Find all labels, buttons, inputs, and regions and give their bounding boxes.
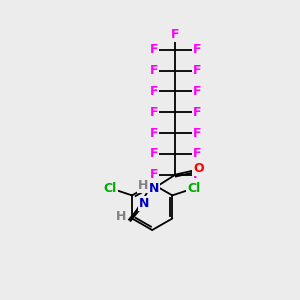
Text: F: F xyxy=(193,106,201,119)
Text: F: F xyxy=(171,28,180,41)
Text: F: F xyxy=(193,44,201,56)
Text: Cl: Cl xyxy=(188,182,201,195)
Text: F: F xyxy=(149,106,158,119)
Text: N: N xyxy=(139,197,150,210)
Text: F: F xyxy=(193,147,201,160)
Text: F: F xyxy=(149,168,158,181)
Text: N: N xyxy=(148,182,159,195)
Text: F: F xyxy=(149,85,158,98)
Text: F: F xyxy=(149,127,158,140)
Text: F: F xyxy=(193,64,201,77)
Text: F: F xyxy=(149,44,158,56)
Text: F: F xyxy=(149,64,158,77)
Text: O: O xyxy=(194,162,204,175)
Text: H: H xyxy=(138,179,148,192)
Text: F: F xyxy=(193,85,201,98)
Text: H: H xyxy=(116,210,126,223)
Text: F: F xyxy=(193,127,201,140)
Text: F: F xyxy=(149,147,158,160)
Text: Cl: Cl xyxy=(104,182,117,195)
Text: F: F xyxy=(193,168,201,181)
